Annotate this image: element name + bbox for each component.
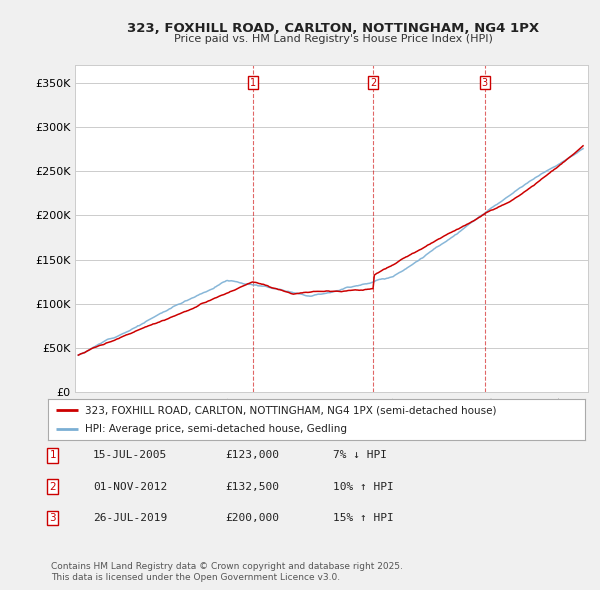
Text: 10% ↑ HPI: 10% ↑ HPI bbox=[333, 482, 394, 491]
Text: 323, FOXHILL ROAD, CARLTON, NOTTINGHAM, NG4 1PX: 323, FOXHILL ROAD, CARLTON, NOTTINGHAM, … bbox=[127, 22, 539, 35]
Text: £123,000: £123,000 bbox=[225, 451, 279, 460]
Text: 1: 1 bbox=[49, 451, 56, 460]
Text: Contains HM Land Registry data © Crown copyright and database right 2025.
This d: Contains HM Land Registry data © Crown c… bbox=[51, 562, 403, 582]
Text: 323, FOXHILL ROAD, CARLTON, NOTTINGHAM, NG4 1PX (semi-detached house): 323, FOXHILL ROAD, CARLTON, NOTTINGHAM, … bbox=[85, 405, 496, 415]
Text: 15-JUL-2005: 15-JUL-2005 bbox=[93, 451, 167, 460]
Text: 3: 3 bbox=[49, 513, 56, 523]
Text: 26-JUL-2019: 26-JUL-2019 bbox=[93, 513, 167, 523]
Text: 2: 2 bbox=[370, 78, 376, 87]
Text: £132,500: £132,500 bbox=[225, 482, 279, 491]
Text: 15% ↑ HPI: 15% ↑ HPI bbox=[333, 513, 394, 523]
Text: 1: 1 bbox=[250, 78, 256, 87]
Text: 3: 3 bbox=[482, 78, 488, 87]
Text: 2: 2 bbox=[49, 482, 56, 491]
Text: £200,000: £200,000 bbox=[225, 513, 279, 523]
Text: HPI: Average price, semi-detached house, Gedling: HPI: Average price, semi-detached house,… bbox=[85, 424, 347, 434]
Text: Price paid vs. HM Land Registry's House Price Index (HPI): Price paid vs. HM Land Registry's House … bbox=[173, 34, 493, 44]
Text: 7% ↓ HPI: 7% ↓ HPI bbox=[333, 451, 387, 460]
Text: 01-NOV-2012: 01-NOV-2012 bbox=[93, 482, 167, 491]
